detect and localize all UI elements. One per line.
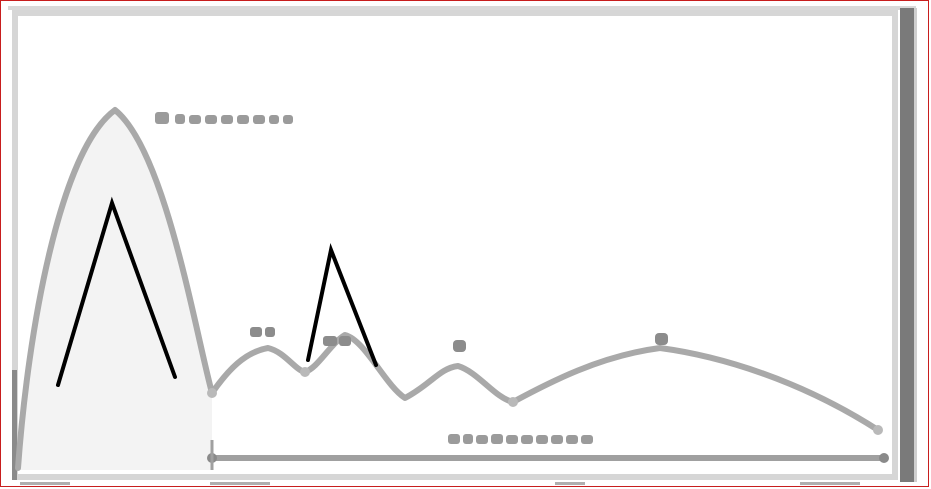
point-label-blur <box>250 327 668 352</box>
span-bar-end-right <box>879 453 889 463</box>
frame-right-highlight <box>914 8 917 482</box>
frame-right-shadow <box>900 8 914 482</box>
frame-top-bar <box>8 6 916 10</box>
peak-fill <box>18 110 212 470</box>
peak-label-blur <box>155 112 293 124</box>
series-point <box>207 388 217 398</box>
drawn-peak-marker-large <box>56 196 177 387</box>
series-point <box>300 367 310 377</box>
drawn-peak-marker-small <box>306 243 378 367</box>
bottom-edge-fragments <box>20 482 860 485</box>
series-point <box>508 397 518 407</box>
frame-left-shadow <box>12 370 17 480</box>
axis-label-blur <box>448 434 593 444</box>
series-point <box>873 425 883 435</box>
